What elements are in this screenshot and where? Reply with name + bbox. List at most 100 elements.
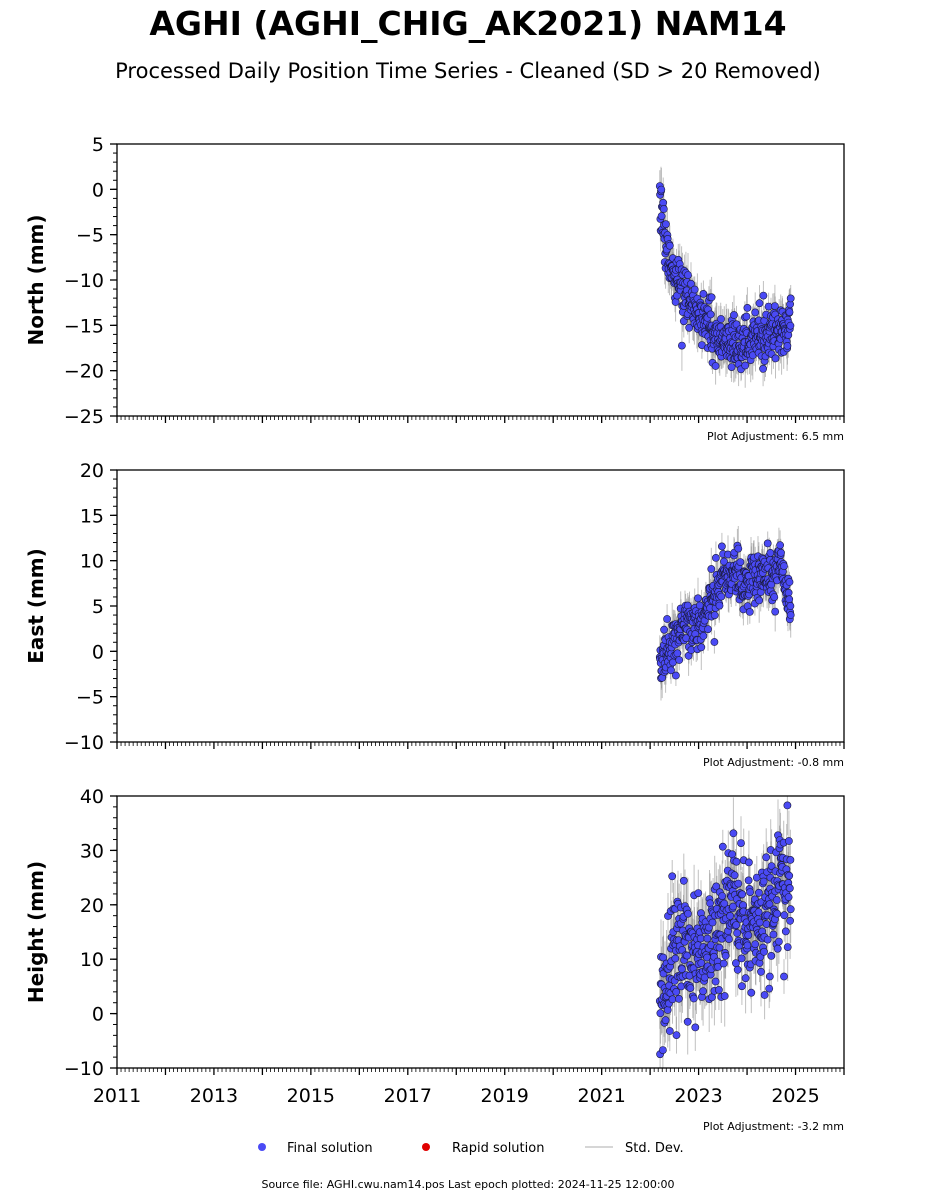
final-point (671, 954, 680, 963)
final-point (757, 967, 765, 976)
final-point (729, 829, 738, 838)
final-point (742, 312, 751, 321)
final-point (732, 921, 741, 929)
final-point (718, 842, 727, 851)
final-point (663, 615, 671, 623)
final-point (706, 310, 715, 319)
final-point (765, 972, 774, 981)
final-point (726, 912, 734, 920)
final-point (745, 608, 754, 616)
final-point (771, 607, 780, 616)
final-point (786, 916, 794, 925)
final-point (707, 293, 716, 302)
final-point (772, 896, 781, 904)
final-point (785, 578, 794, 586)
y-tick-label: 0 (92, 179, 104, 201)
final-point (780, 562, 788, 570)
final-point (689, 994, 698, 1003)
final-point (717, 592, 726, 601)
final-point (708, 918, 717, 927)
final-point (665, 241, 674, 250)
chart-title: AGHI (AGHI_CHIG_AK2021) NAM14 (149, 4, 786, 43)
final-point (784, 893, 793, 901)
final-point (721, 951, 730, 960)
plot-adjustment-note: Plot Adjustment: 6.5 mm (707, 430, 844, 443)
final-point (781, 927, 790, 936)
y-tick-label: −10 (64, 732, 104, 754)
final-point (738, 890, 747, 899)
final-point (686, 984, 695, 992)
final-point (732, 857, 741, 866)
final-point (687, 279, 695, 288)
final-point (732, 959, 740, 968)
final-point (683, 1017, 692, 1026)
final-point (695, 601, 704, 610)
final-point (780, 972, 788, 981)
y-tick-label: 5 (92, 134, 104, 156)
final-point (699, 289, 708, 298)
final-point (751, 308, 760, 317)
y-tick-label: 20 (80, 460, 104, 482)
final-point (755, 596, 764, 605)
y-tick-label: 0 (92, 641, 104, 663)
final-points (655, 539, 795, 683)
final-point (673, 649, 682, 658)
final-point (656, 1009, 665, 1018)
y-tick-label: −10 (64, 1058, 104, 1080)
legend-rapid-marker (422, 1143, 430, 1151)
final-point (715, 986, 723, 994)
final-point (744, 931, 753, 940)
final-point (784, 588, 793, 597)
final-point (737, 839, 745, 847)
final-point (754, 908, 763, 917)
final-point (746, 888, 754, 896)
x-tick-label: 2017 (384, 1085, 432, 1107)
final-point (661, 1016, 670, 1025)
y-tick-label: −25 (64, 406, 104, 428)
final-point (699, 987, 707, 996)
final-point (671, 298, 680, 306)
y-tick-label: 20 (80, 895, 104, 917)
data-layer (655, 796, 795, 1068)
final-point (762, 853, 771, 862)
final-point (678, 341, 686, 350)
final-point (760, 947, 768, 956)
final-point (741, 974, 750, 983)
final-point (751, 940, 760, 949)
final-point (694, 594, 702, 603)
final-point (683, 951, 691, 960)
final-point (755, 918, 764, 927)
final-point (675, 656, 684, 664)
final-point (668, 995, 677, 1004)
final-point (699, 632, 708, 640)
final-point (657, 185, 666, 194)
final-point (663, 1006, 672, 1014)
final-point (786, 321, 795, 330)
y-axis-label: East (mm) (24, 548, 48, 664)
final-point (717, 315, 725, 323)
final-point (659, 205, 668, 213)
final-point (710, 638, 719, 646)
final-point (672, 988, 681, 996)
y-tick-label: 10 (80, 949, 104, 971)
final-point (697, 959, 706, 967)
x-tick-label: 2011 (93, 1085, 141, 1107)
final-point (672, 1031, 681, 1039)
final-point (759, 364, 767, 373)
final-point (755, 888, 763, 897)
legend-final-marker (258, 1143, 266, 1151)
final-point (668, 872, 677, 881)
final-point (734, 879, 743, 888)
final-point (685, 323, 694, 332)
axes-frame (116, 469, 845, 743)
panels-group: 5 0 −5 −10 −15 −20 −25 North (mm) Plot Adjustmen… (24, 134, 845, 1133)
final-point (675, 994, 683, 1003)
final-point (786, 294, 795, 303)
final-point (720, 557, 728, 566)
final-point (733, 965, 742, 974)
x-tick-label: 2013 (190, 1085, 238, 1107)
final-point (691, 1023, 700, 1032)
final-point (711, 362, 720, 370)
final-point (659, 1046, 667, 1054)
